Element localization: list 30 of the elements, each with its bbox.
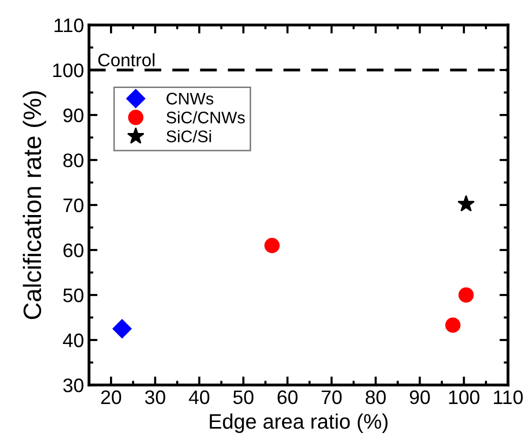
point (264, 238, 280, 254)
x-tick-label: 60 (278, 390, 298, 404)
x-tick-label: 100 (449, 390, 480, 404)
x-tick-label: 50 (233, 390, 254, 404)
x-tick-label: 110 (494, 390, 523, 404)
point (457, 195, 475, 212)
point (445, 318, 461, 333)
x-tick-label: 80 (366, 390, 386, 404)
point (458, 287, 474, 303)
y-tick-label: 70 (64, 198, 84, 212)
y-tick-label: 100 (53, 63, 84, 78)
y-tick-label: 30 (63, 378, 84, 392)
legend-label: CNWs (166, 92, 214, 105)
ref-line-label: Control (98, 53, 154, 66)
x-tick-label: 70 (322, 390, 342, 404)
x-tick-label: 90 (410, 390, 430, 404)
y-tick-label: 90 (63, 108, 84, 122)
y-tick-label: 60 (64, 243, 84, 258)
legend-label: SiC/Si (166, 130, 211, 142)
y-tick-label: 80 (63, 153, 84, 168)
x-tick-label: 30 (145, 390, 166, 404)
x-tick-label: 40 (188, 390, 210, 404)
y-tick-label: 50 (63, 288, 84, 302)
x-axis-title: Edge area ratio (%) (210, 414, 388, 433)
y-axis-title: Calcification rate (%) (22, 91, 46, 320)
y-tick-label: 110 (54, 18, 84, 32)
legend-label: SiC/CNWs (166, 111, 245, 124)
point (112, 319, 132, 338)
x-tick-label: 20 (101, 390, 122, 404)
y-tick-label: 40 (62, 333, 84, 348)
